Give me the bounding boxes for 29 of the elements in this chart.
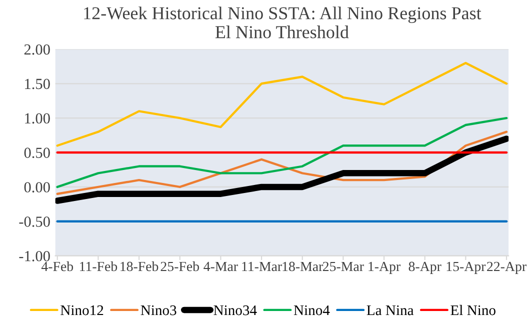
legend-label: El Nino <box>450 304 496 316</box>
legend-label: Nino34 <box>214 305 257 316</box>
line-series <box>56 62 508 147</box>
chart-title: 12-Week Historical Nino SSTA: All Nino Regions Past El Nino Threshold <box>84 6 482 38</box>
x-tick-label: 11-Mar <box>242 262 282 272</box>
x-tick-label: 11-Feb <box>80 261 118 272</box>
y-tick-label: 2.00 <box>24 44 50 55</box>
x-tick-label: 18-Mar <box>282 262 324 272</box>
y-tick-label: -0.50 <box>19 216 50 227</box>
x-tick-label: 18-Feb <box>120 261 158 272</box>
y-tick-label: 0.00 <box>24 182 50 192</box>
y-tick-label: 1.00 <box>25 113 50 124</box>
x-tick-label: 25-Mar <box>322 262 364 272</box>
legend-label: Nino4 <box>294 305 330 316</box>
y-tick-label: -1.00 <box>19 250 50 262</box>
legend-label: La Nina <box>366 305 414 316</box>
x-tick-label: 15-Apr <box>446 262 486 274</box>
x-tick-label: 1-Apr <box>368 262 400 274</box>
x-tick-label: 22-Apr <box>487 262 526 274</box>
legend-label: Nino12 <box>60 305 104 316</box>
line-series <box>56 116 508 188</box>
y-tick-label: 1.50 <box>25 78 50 90</box>
x-tick-label: 25-Feb <box>160 261 200 272</box>
y-tick-label: 0.50 <box>24 148 50 158</box>
x-tick-label: 4-Feb <box>41 261 74 272</box>
line-series <box>56 130 508 195</box>
legend-label: Nino3 <box>140 305 176 316</box>
x-tick-label: 8-Apr <box>408 262 442 274</box>
x-tick-label: 4-Mar <box>204 262 238 272</box>
